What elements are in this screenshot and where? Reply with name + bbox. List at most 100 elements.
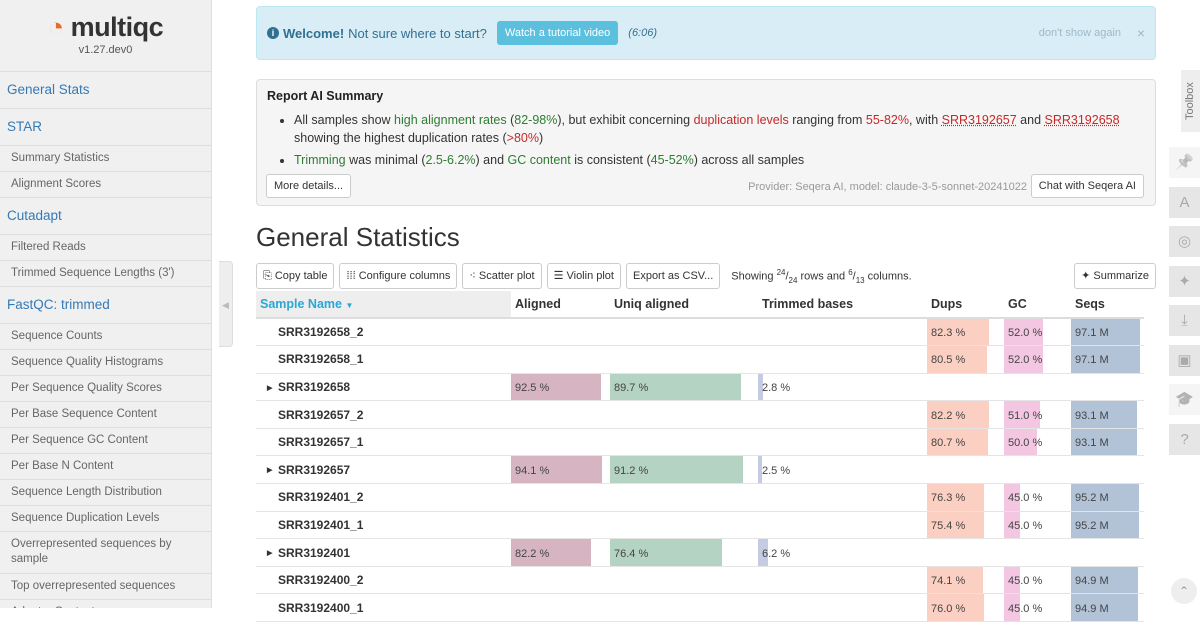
cell-aligned: [511, 318, 610, 347]
more-details-button[interactable]: More details...: [266, 174, 352, 198]
sidebar-item[interactable]: Per Base Sequence Content: [0, 402, 211, 428]
export-csv-button[interactable]: Export as CSV...: [625, 263, 721, 289]
tutorial-video-button[interactable]: Watch a tutorial video: [496, 21, 619, 45]
sidebar-item[interactable]: Trimmed Sequence Lengths (3'): [0, 261, 211, 287]
sample-link[interactable]: SRR3192657: [941, 113, 1017, 127]
cell-seqs: 93.1 M: [1071, 400, 1144, 429]
cell-gc: [1004, 538, 1071, 567]
cell-gc: 51.0 %: [1004, 400, 1071, 429]
header-gc[interactable]: GC: [1004, 291, 1071, 319]
sample-name[interactable]: SRR3192401_1: [256, 511, 511, 540]
table-row[interactable]: ▶ SRR3192658 92.5 % 89.7 % 2.8 %: [256, 373, 1144, 402]
sidebar-item[interactable]: Per Base N Content: [0, 454, 211, 480]
header-sample-name[interactable]: Sample Name ▼: [256, 291, 511, 319]
sidebar-item[interactable]: Per Sequence Quality Scores: [0, 376, 211, 402]
bar-dups: [927, 566, 983, 594]
summary-text: and: [1016, 113, 1045, 127]
eye-slash-icon[interactable]: ◎: [1169, 226, 1200, 257]
dont-show-again-link[interactable]: don't show again: [1038, 27, 1121, 39]
summary-text: ), but exhibit concerning: [557, 113, 694, 127]
sidebar-item[interactable]: Overrepresented sequences by sample: [0, 532, 211, 574]
table-row[interactable]: SRR3192401_1 75.4 % 45.0 % 95.2 M: [256, 511, 1144, 540]
sidebar-item[interactable]: Sequence Quality Histograms: [0, 350, 211, 376]
cell-seqs: 97.1 M: [1071, 345, 1144, 374]
cell-aligned: 92.5 %: [511, 373, 610, 402]
sample-name[interactable]: SRR3192657_1: [256, 428, 511, 457]
expand-caret-icon[interactable]: ▶: [267, 384, 273, 392]
pin-icon[interactable]: 📌: [1169, 147, 1200, 178]
help-icon[interactable]: ?: [1169, 423, 1200, 455]
sidebar-item[interactable]: General Stats: [0, 72, 211, 109]
table-row[interactable]: SRR3192658_1 80.5 % 52.0 % 97.1 M: [256, 345, 1144, 374]
copy-table-button[interactable]: ⎘ Copy table: [256, 263, 335, 289]
sidebar-item[interactable]: Cutadapt: [0, 198, 211, 235]
font-icon[interactable]: A: [1169, 186, 1200, 218]
sidebar-collapse-button[interactable]: ◀: [219, 261, 233, 347]
sidebar-item[interactable]: FastQC: trimmed: [0, 287, 211, 324]
close-icon[interactable]: ×: [1136, 25, 1145, 41]
violin-plot-button[interactable]: ☰ Violin plot: [546, 263, 621, 289]
sort-caret-icon: ▼: [345, 301, 354, 310]
bar-dups: [927, 401, 989, 428]
sample-name[interactable]: SRR3192401_2: [256, 483, 511, 512]
table-row[interactable]: SRR3192658_2 82.3 % 52.0 % 97.1 M: [256, 318, 1144, 347]
bar-trimmed: [758, 456, 763, 484]
sidebar-item[interactable]: Filtered Reads: [0, 235, 211, 261]
summary-text: 55-82%: [865, 113, 909, 127]
summarize-button[interactable]: ✦ Summarize: [1074, 263, 1156, 289]
logo[interactable]: ◔ multiqc v1.27.dev0: [0, 0, 211, 72]
sample-name[interactable]: ▶ SRR3192657: [256, 455, 511, 485]
sidebar-item[interactable]: Sequence Duplication Levels: [0, 506, 211, 532]
download-icon[interactable]: ⤓: [1169, 305, 1200, 336]
sparkle-icon[interactable]: ✦: [1169, 265, 1200, 297]
sidebar-item[interactable]: Summary Statistics: [0, 146, 211, 172]
table-toolbar: ⎘ Copy table ⁞⁞⁞ Configure columns ⁖ Sca…: [256, 263, 1156, 289]
header-dups[interactable]: Dups: [927, 291, 1004, 319]
cell-uniq: [610, 511, 758, 540]
header-uniq-aligned[interactable]: Uniq aligned: [610, 291, 758, 319]
list-icon: ☰: [553, 270, 567, 282]
toolbox-toggle[interactable]: Toolbox: [1181, 70, 1200, 132]
header-aligned[interactable]: Aligned: [511, 291, 610, 319]
ai-summary-title: Report AI Summary: [267, 89, 384, 103]
sidebar-item[interactable]: STAR: [0, 109, 211, 146]
graduation-cap-icon[interactable]: 🎓: [1169, 384, 1200, 415]
video-duration: (6:06): [628, 27, 658, 39]
cell-uniq: 91.2 %: [610, 455, 758, 485]
table-row[interactable]: SRR3192657_2 82.2 % 51.0 % 93.1 M: [256, 400, 1144, 429]
expand-caret-icon[interactable]: ▶: [267, 467, 273, 475]
header-trimmed-bases[interactable]: Trimmed bases: [758, 291, 927, 319]
sidebar-item[interactable]: Sequence Length Distribution: [0, 480, 211, 506]
cell-seqs: 95.2 M: [1071, 511, 1144, 540]
bar-seqs: [1071, 319, 1140, 346]
sidebar-item[interactable]: Top overrepresented sequences: [0, 574, 211, 600]
sample-name[interactable]: ▶ SRR3192401: [256, 538, 511, 567]
sidebar-item[interactable]: Alignment Scores: [0, 172, 211, 198]
sample-name[interactable]: SRR3192400_2: [256, 566, 511, 595]
scatter-plot-button[interactable]: ⁖ Scatter plot: [462, 263, 542, 289]
scroll-to-top-button[interactable]: ⌃: [1171, 578, 1197, 604]
cell-dups: 82.3 %: [927, 318, 1004, 347]
expand-caret-icon[interactable]: ▶: [267, 550, 273, 558]
save-icon[interactable]: ▣: [1169, 344, 1200, 376]
table-row[interactable]: ▶ SRR3192401 82.2 % 76.4 % 6.2 %: [256, 538, 1144, 567]
table-row[interactable]: SRR3192401_2 76.3 % 45.0 % 95.2 M: [256, 483, 1144, 512]
sidebar-item[interactable]: Adapter Content: [0, 600, 211, 608]
label: Scatter plot: [478, 270, 535, 282]
table-row[interactable]: SRR3192657_1 80.7 % 50.0 % 93.1 M: [256, 428, 1144, 457]
sample-name[interactable]: SRR3192658_1: [256, 345, 511, 374]
table-row[interactable]: SRR3192400_2 74.1 % 45.0 % 94.9 M: [256, 566, 1144, 595]
bar-dups: [927, 511, 984, 539]
header-seqs[interactable]: Seqs: [1071, 291, 1144, 319]
summary-text: ranging from: [788, 113, 866, 127]
welcome-text: Not sure where to start?: [348, 25, 487, 41]
sample-name[interactable]: SRR3192658_2: [256, 318, 511, 347]
chat-seqera-ai-button[interactable]: Chat with Seqera AI: [1030, 174, 1144, 198]
sample-name[interactable]: ▶ SRR3192658: [256, 373, 511, 402]
sidebar-item[interactable]: Per Sequence GC Content: [0, 428, 211, 454]
sample-name[interactable]: SRR3192657_2: [256, 400, 511, 429]
configure-columns-button[interactable]: ⁞⁞⁞ Configure columns: [339, 263, 458, 289]
sample-link[interactable]: SRR3192658: [1044, 113, 1120, 127]
table-row[interactable]: ▶ SRR3192657 94.1 % 91.2 % 2.5 %: [256, 455, 1144, 485]
sidebar-item[interactable]: Sequence Counts: [0, 324, 211, 350]
